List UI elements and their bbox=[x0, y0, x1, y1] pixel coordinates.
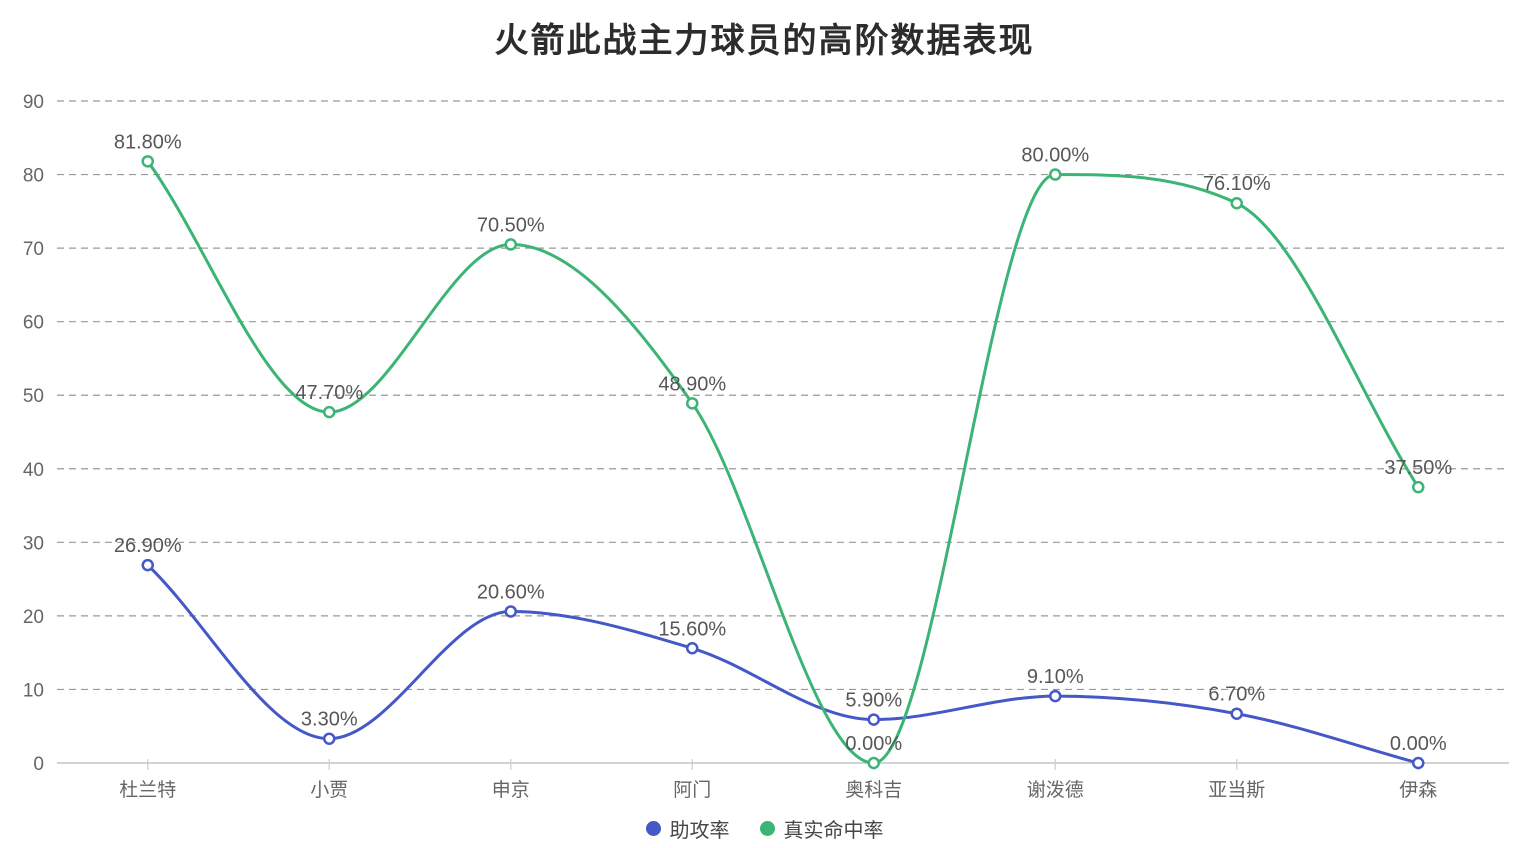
x-axis-label: 谢泼德 bbox=[1027, 779, 1084, 801]
assist-rate-point[interactable] bbox=[686, 642, 699, 655]
true-shooting-data-label: 70.50% bbox=[477, 214, 545, 236]
true-shooting-data-label: 0.00% bbox=[845, 733, 902, 755]
x-axis-label: 杜兰特 bbox=[119, 779, 176, 801]
assist-rate-data-label: 5.90% bbox=[845, 690, 902, 712]
chart-title: 火箭此战主力球员的高阶数据表现 bbox=[494, 22, 1035, 60]
true-shooting-point[interactable] bbox=[1230, 196, 1243, 210]
y-axis-label: 20 bbox=[23, 607, 44, 628]
legend-label: 助攻率 bbox=[669, 819, 730, 842]
true-shooting-line bbox=[146, 159, 1420, 765]
assist-rate-point[interactable] bbox=[867, 713, 880, 726]
y-axis-label: 80 bbox=[23, 166, 44, 187]
true-shooting-point[interactable] bbox=[1049, 168, 1062, 181]
true-shooting-data-label: 48.90% bbox=[658, 373, 726, 395]
assist-rate-point[interactable] bbox=[1049, 689, 1062, 703]
assist-rate-point[interactable] bbox=[504, 605, 517, 618]
legend: 助攻率 真实命中率 bbox=[0, 813, 1529, 843]
legend-item-true-shooting[interactable]: 真实命中率 bbox=[759, 814, 884, 843]
assist-rate-data-label: 26.90% bbox=[114, 535, 182, 557]
assist-rate-point[interactable] bbox=[323, 732, 336, 745]
assist-rate-line bbox=[146, 563, 1420, 765]
y-axis-label: 10 bbox=[23, 680, 44, 701]
y-axis-label: 90 bbox=[23, 92, 44, 113]
x-axis-label: 申京 bbox=[492, 779, 530, 801]
true-shooting-data-label: 76.10% bbox=[1203, 173, 1271, 195]
assist-rate-data-label: 20.60% bbox=[477, 581, 545, 603]
assist-rate-data-label: 0.00% bbox=[1390, 733, 1447, 755]
legend-dot-icon bbox=[759, 820, 775, 836]
true-shooting-point[interactable] bbox=[141, 155, 154, 168]
true-shooting-point[interactable] bbox=[1412, 480, 1425, 494]
assist-rate-point[interactable] bbox=[1412, 756, 1425, 770]
true-shooting-point[interactable] bbox=[323, 405, 336, 419]
true-shooting-point[interactable] bbox=[686, 397, 699, 410]
assist-rate-point[interactable] bbox=[141, 558, 154, 572]
y-axis-label: 70 bbox=[23, 239, 44, 260]
y-axis-label: 40 bbox=[23, 460, 44, 481]
x-axis-label: 亚当斯 bbox=[1208, 779, 1265, 801]
y-axis-label: 60 bbox=[23, 313, 44, 334]
assist-rate-data-label: 15.60% bbox=[658, 618, 726, 640]
true-shooting-data-label: 37.50% bbox=[1384, 457, 1452, 479]
x-axis-label: 伊森 bbox=[1399, 779, 1437, 801]
true-shooting-point[interactable] bbox=[504, 238, 517, 251]
true-shooting-data-label: 47.70% bbox=[295, 382, 363, 404]
y-axis-label: 0 bbox=[33, 754, 44, 775]
true-shooting-point[interactable] bbox=[867, 756, 880, 770]
legend-dot-icon bbox=[645, 820, 661, 836]
true-shooting-data-label: 81.80% bbox=[114, 131, 182, 153]
assist-rate-data-label: 3.30% bbox=[301, 709, 358, 731]
assist-rate-point[interactable] bbox=[1230, 707, 1243, 720]
true-shooting-data-label: 80.00% bbox=[1021, 145, 1089, 167]
y-axis-label: 50 bbox=[23, 386, 44, 407]
assist-rate-data-label: 9.10% bbox=[1027, 666, 1084, 688]
y-axis-label: 30 bbox=[23, 533, 44, 554]
x-axis-label: 小贾 bbox=[310, 779, 348, 801]
legend-item-assist-rate[interactable]: 助攻率 bbox=[645, 814, 730, 843]
legend-label: 真实命中率 bbox=[783, 819, 884, 842]
assist-rate-data-label: 6.70% bbox=[1208, 684, 1265, 706]
x-axis-label: 奥科吉 bbox=[845, 779, 902, 801]
x-axis-label: 阿门 bbox=[673, 779, 711, 801]
